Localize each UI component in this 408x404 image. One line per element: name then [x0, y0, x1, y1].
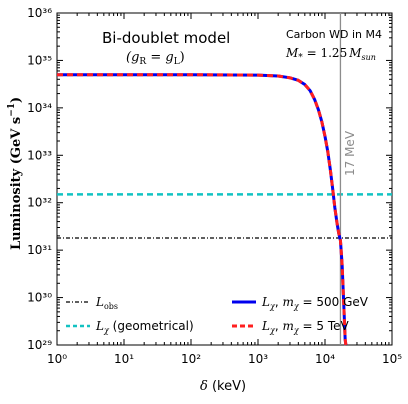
y-tick-label: 10³⁰ — [27, 291, 52, 305]
legend: Lobs Lχ (geometrical) Lχ, mχ = 500 GeV L… — [66, 295, 369, 335]
vline-label: 17 MeV — [343, 130, 357, 176]
y-tick-label: 10³² — [27, 196, 52, 210]
annotation-carbon-wd: Carbon WD in M4 — [286, 28, 382, 41]
x-tick-label: 10³ — [248, 352, 268, 366]
x-tick-label: 10¹ — [114, 352, 134, 366]
title-left: Bi-doublet model — [102, 29, 230, 47]
x-tick-label: 10² — [181, 352, 201, 366]
y-axis-label: Luminosity (GeV s−1) — [7, 97, 24, 250]
annotation-mass: M* = 1.25 Msun — [285, 46, 376, 63]
legend-entry-500gev: Lχ, mχ = 500 GeV — [232, 295, 369, 311]
y-tick-label: 10³⁵ — [27, 53, 52, 67]
legend-label-5tev: Lχ, mχ = 5 TeV — [261, 319, 350, 335]
legend-label-500gev: Lχ, mχ = 500 GeV — [261, 295, 369, 311]
legend-entry-geometrical: Lχ (geometrical) — [66, 319, 194, 335]
y-tick-label: 10²⁹ — [27, 338, 52, 352]
x-tick-label: 10⁵ — [382, 352, 402, 366]
y-tick-label: 10³¹ — [27, 243, 52, 257]
y-tick-label: 10³⁶ — [27, 6, 52, 20]
x-tick-labels: 10⁰ 10¹ 10² 10³ 10⁴ 10⁵ — [47, 352, 402, 366]
x-tick-label: 10⁰ — [47, 352, 67, 366]
series-line-5tev — [57, 73, 348, 346]
subtitle-left: (gR = gL) — [126, 50, 185, 67]
legend-label-geometrical: Lχ (geometrical) — [95, 319, 194, 335]
x-tick-label: 10⁴ — [315, 352, 335, 366]
legend-entry-lobs: Lobs — [66, 295, 118, 311]
legend-entry-5tev: Lχ, mχ = 5 TeV — [232, 319, 350, 335]
x-axis-label: δ (keV) — [200, 379, 246, 394]
data-series — [57, 73, 348, 346]
axis-ticks — [56, 12, 393, 346]
y-tick-labels: 10²⁹ 10³⁰ 10³¹ 10³² 10³³ 10³⁴ 10³⁵ 10³⁶ — [27, 6, 52, 352]
plot-frame — [56, 12, 393, 346]
y-tick-label: 10³³ — [27, 148, 52, 162]
y-tick-label: 10³⁴ — [27, 101, 52, 115]
legend-label-lobs: Lobs — [95, 295, 118, 311]
reference-lines — [57, 193, 392, 239]
